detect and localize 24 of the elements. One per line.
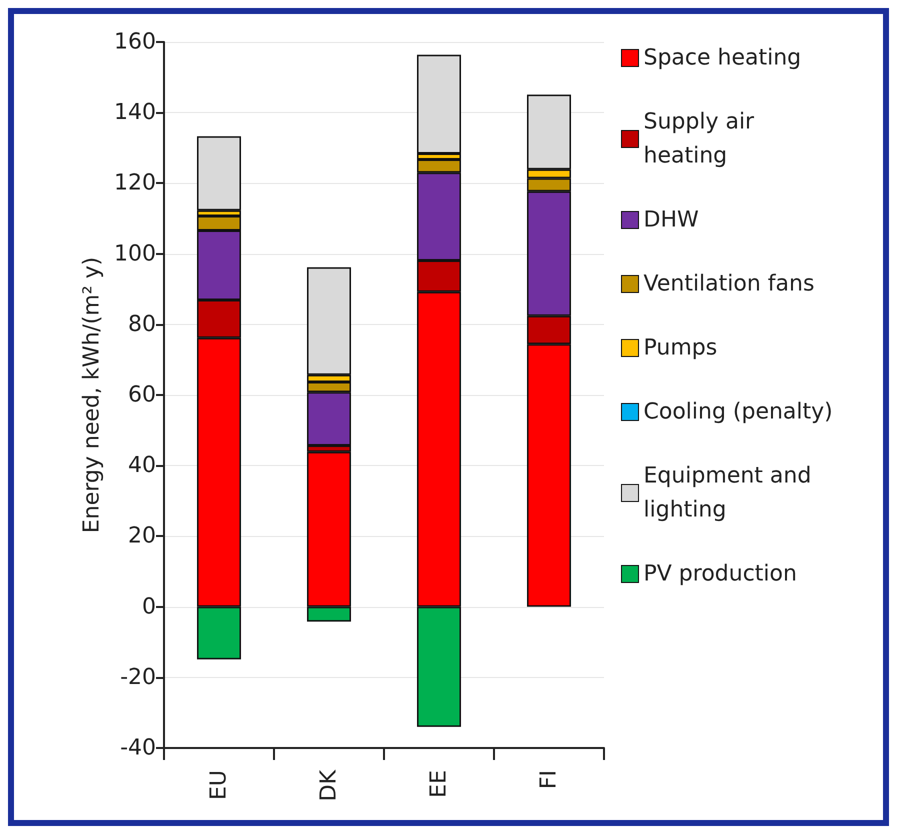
y-tick-label: 120	[114, 170, 156, 196]
y-tick-label: 140	[114, 100, 156, 126]
x-tick-label: EE	[426, 770, 452, 798]
y-tick-label: 80	[128, 312, 156, 337]
y-tick-label: 40	[128, 453, 156, 478]
y-tick-label: -40	[120, 736, 156, 760]
x-tick-label: DK	[316, 769, 342, 802]
y-tick-label: 100	[114, 241, 156, 266]
y-tick-label: -20	[120, 664, 156, 690]
x-tick-label: EU	[206, 770, 232, 800]
legend-label: Equipment and lighting	[644, 464, 818, 522]
y-tick-label: 0	[142, 594, 156, 620]
legend-label: Space heating	[644, 46, 802, 70]
legend-label: Ventilation fans	[644, 272, 814, 296]
legend-label: DHW	[644, 208, 699, 232]
y-axis-title: Energy need, kWh/(m² y)	[80, 256, 105, 534]
x-tick-label: FI	[536, 770, 562, 790]
y-tick-label: 60	[128, 382, 156, 408]
legend-label: PV production	[644, 562, 797, 586]
legend-label: Pumps	[644, 336, 718, 360]
y-tick-label: 160	[114, 30, 156, 54]
legend-label: Cooling (penalty)	[644, 400, 833, 424]
legend-label: Supply air heating	[644, 110, 762, 168]
y-tick-label: 20	[128, 524, 156, 549]
